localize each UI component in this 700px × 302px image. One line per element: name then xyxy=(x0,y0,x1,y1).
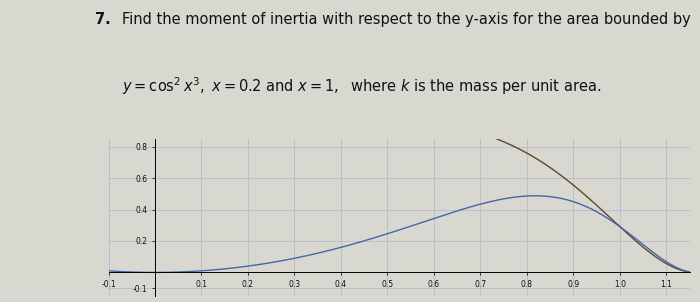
Text: $y = \cos^2 x^3$$,\ x = 0.2$ and $x = 1,$  where $k$ is the mass per unit area.: $y = \cos^2 x^3$$,\ x = 0.2$ and $x = 1,… xyxy=(122,76,602,97)
Text: 7.: 7. xyxy=(94,11,111,27)
Text: Find the moment of inertia with respect to the y-axis for the area bounded by: Find the moment of inertia with respect … xyxy=(122,11,692,27)
